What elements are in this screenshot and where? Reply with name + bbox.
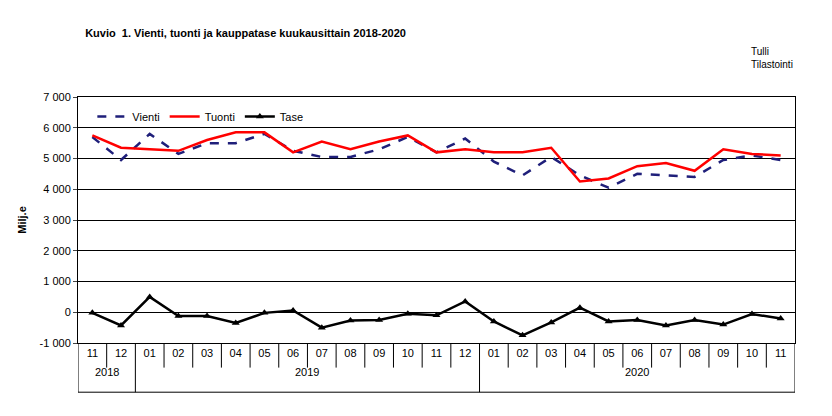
- svg-text:4 000: 4 000: [43, 183, 71, 195]
- svg-text:01: 01: [488, 347, 500, 359]
- svg-text:03: 03: [201, 347, 213, 359]
- svg-text:05: 05: [258, 347, 270, 359]
- svg-text:6 000: 6 000: [43, 122, 71, 134]
- svg-text:06: 06: [631, 347, 643, 359]
- svg-text:12: 12: [459, 347, 471, 359]
- svg-text:5 000: 5 000: [43, 152, 71, 164]
- svg-text:06: 06: [287, 347, 299, 359]
- svg-text:02: 02: [172, 347, 184, 359]
- svg-text:2020: 2020: [625, 366, 649, 378]
- svg-text:10: 10: [402, 347, 414, 359]
- svg-text:08: 08: [688, 347, 700, 359]
- svg-text:01: 01: [144, 347, 156, 359]
- svg-text:-1 000: -1 000: [40, 337, 71, 349]
- svg-text:11: 11: [775, 347, 786, 359]
- svg-text:08: 08: [344, 347, 356, 359]
- svg-text:02: 02: [516, 347, 528, 359]
- svg-text:05: 05: [602, 347, 614, 359]
- svg-text:2 000: 2 000: [43, 245, 71, 257]
- svg-text:11: 11: [431, 347, 442, 359]
- svg-text:09: 09: [373, 347, 385, 359]
- svg-text:7 000: 7 000: [43, 91, 71, 103]
- svg-text:3 000: 3 000: [43, 214, 71, 226]
- svg-text:07: 07: [316, 347, 328, 359]
- svg-text:0: 0: [65, 306, 71, 318]
- svg-text:11: 11: [87, 347, 98, 359]
- svg-text:03: 03: [545, 347, 557, 359]
- svg-text:12: 12: [115, 347, 127, 359]
- svg-text:1 000: 1 000: [43, 275, 71, 287]
- svg-text:Tase: Tase: [280, 111, 303, 123]
- svg-text:Milj.e: Milj.e: [16, 206, 28, 234]
- svg-text:04: 04: [230, 347, 242, 359]
- svg-text:2019: 2019: [295, 366, 319, 378]
- svg-text:04: 04: [574, 347, 586, 359]
- svg-text:2018: 2018: [95, 366, 119, 378]
- svg-text:07: 07: [660, 347, 672, 359]
- svg-text:Kuvio 1. Vienti, tuonti ja ka: Kuvio 1. Vienti, tuonti ja kauppatase ku…: [85, 27, 406, 39]
- svg-text:Tuonti: Tuonti: [205, 111, 235, 123]
- svg-text:TulliTilastointi: TulliTilastointi: [751, 46, 793, 70]
- svg-text:09: 09: [717, 347, 729, 359]
- svg-text:Vienti: Vienti: [132, 111, 159, 123]
- svg-text:10: 10: [746, 347, 758, 359]
